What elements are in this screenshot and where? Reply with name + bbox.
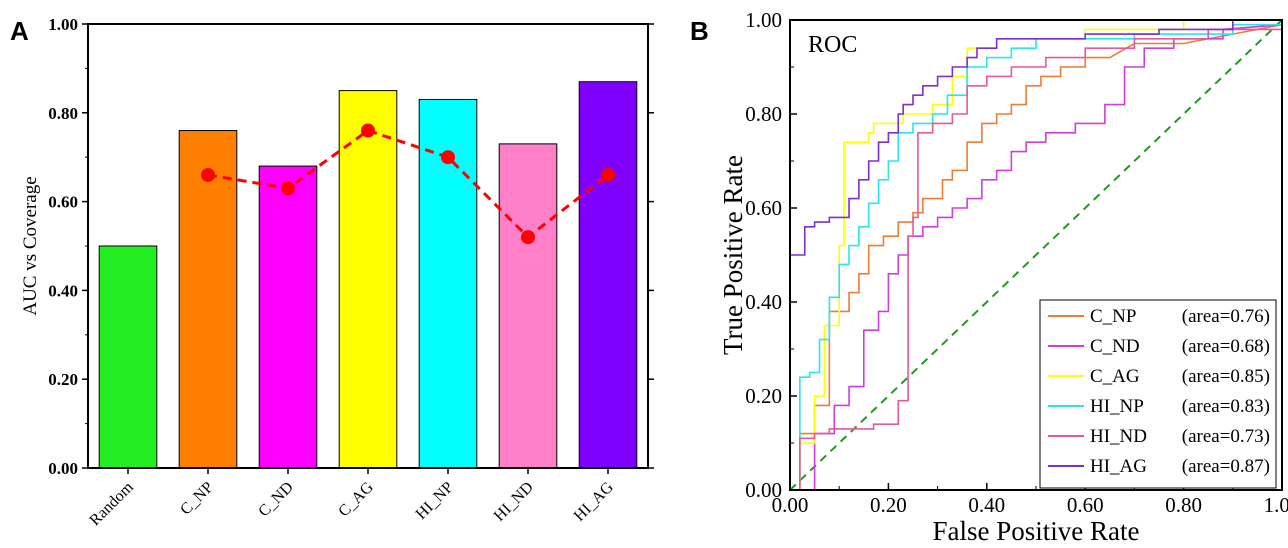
- legend-area-label: (area=0.76): [1182, 306, 1270, 327]
- bar-c-ag: [338, 90, 398, 469]
- coverage-point-c-nd: [281, 181, 295, 196]
- roc-y-tick-label: 1.00: [745, 8, 782, 32]
- panel-b-frame: [789, 19, 1283, 491]
- coverage-point-hi-ag: [601, 167, 615, 182]
- category-label: HI_AG: [571, 478, 617, 524]
- bar-c-nd: [258, 165, 318, 469]
- panel-a-letter: A: [10, 16, 29, 46]
- panel-b-roc-chart: 0.00 0.20 0.40 0.60 0.80 1.00 0.00 0.20 0.40 0.60…: [718, 8, 1288, 546]
- roc-inset-title: ROC: [808, 32, 857, 58]
- roc-x-tick-label: 0.00: [772, 493, 809, 517]
- roc-x-tick-label: 1.00: [1264, 493, 1288, 517]
- legend-series-name: C_NP: [1090, 306, 1136, 327]
- roc-curve-hi-np: [790, 23, 1282, 491]
- panel-a-bar-chart: 0.00 0.20 0.40 0.60 0.80 1.00 Random C_NP C_ND C_…: [20, 15, 654, 529]
- roc-legend-box: [1039, 299, 1277, 489]
- roc-curve-c-nd: [790, 23, 1283, 491]
- roc-y-axis-label: True Positive Rate: [718, 155, 748, 355]
- bar-c-np: [178, 130, 238, 469]
- roc-x-tick-label: 0.20: [870, 493, 907, 517]
- y-axis-label: AUC vs Coverage: [20, 176, 41, 315]
- coverage-point-hi-nd: [521, 230, 535, 245]
- roc-y-tick-label: 0.00: [745, 478, 782, 502]
- category-label: C_AG: [335, 478, 377, 520]
- legend-series-name: C_ND: [1090, 336, 1140, 357]
- y-tick-label: 0.00: [48, 459, 78, 478]
- legend-series-name: HI_ND: [1090, 426, 1147, 447]
- roc-x-tick-label: 0.40: [968, 493, 1005, 517]
- roc-y-tick-label: 0.60: [745, 196, 782, 220]
- category-label: Random: [86, 478, 137, 529]
- bar-hi-ag: [578, 81, 638, 469]
- coverage-point-c-np: [201, 167, 215, 182]
- bar-random: [98, 245, 158, 469]
- legend-area-label: (area=0.85): [1182, 366, 1270, 387]
- legend-series-name: HI_NP: [1090, 396, 1144, 417]
- category-label: HI_NP: [413, 479, 457, 523]
- coverage-dashed-line: [207, 128, 609, 240]
- roc-y-tick-label: 0.20: [745, 384, 782, 408]
- legend-series-name: HI_AG: [1090, 456, 1147, 477]
- coverage-point-c-ag: [361, 123, 375, 138]
- legend-area-label: (area=0.87): [1182, 456, 1270, 477]
- roc-x-tick-label: 0.60: [1067, 493, 1104, 517]
- roc-x-axis-label: False Positive Rate: [933, 516, 1140, 546]
- bar-hi-nd: [498, 143, 558, 469]
- roc-curve-c-np: [790, 23, 1283, 491]
- panel-a-frame: [87, 23, 649, 469]
- roc-curve-hi-ag: [789, 19, 1282, 490]
- roc-y-tick-label: 0.40: [745, 290, 782, 314]
- y-tick-label: 0.80: [48, 104, 78, 123]
- y-tick-label: 0.60: [48, 193, 78, 212]
- coverage-point-hi-np: [441, 150, 455, 165]
- panel-b-letter: B: [690, 16, 709, 46]
- legend-area-label: (area=0.83): [1182, 396, 1270, 417]
- legend-area-label: (area=0.73): [1182, 426, 1270, 447]
- legend-series-name: C_AG: [1090, 366, 1140, 387]
- category-label: C_NP: [177, 479, 217, 519]
- chance-diagonal-line: [789, 19, 1283, 491]
- category-label: C_ND: [255, 479, 297, 521]
- y-tick-label: 0.40: [48, 281, 78, 300]
- roc-curve-hi-nd: [790, 28, 1282, 491]
- category-label: HI_ND: [491, 479, 537, 525]
- legend-area-label: (area=0.68): [1182, 336, 1270, 357]
- y-tick-label: 0.20: [48, 370, 78, 389]
- y-tick-label: 1.00: [48, 15, 78, 34]
- roc-y-tick-label: 0.80: [745, 102, 782, 126]
- roc-x-tick-label: 0.80: [1165, 493, 1202, 517]
